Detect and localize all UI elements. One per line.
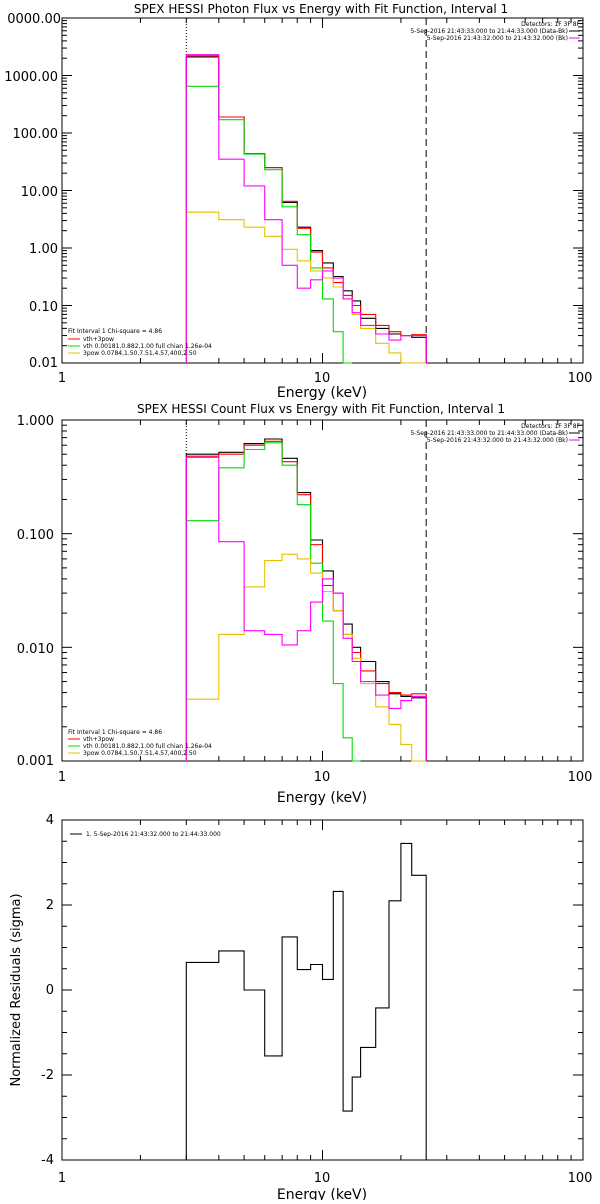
resid-legend-text: 1. 5-Sep-2016 21:43:32.000 to 21:44:33.0…	[86, 831, 221, 838]
count-ytick-1: 0.100	[17, 528, 54, 543]
count-series-background	[185, 456, 427, 761]
residuals-ticks	[61, 819, 584, 1161]
count-legend-pow: 3pow 0.0784,1.50,7.51,4.57,400,2.50	[83, 750, 197, 757]
count-flux-ticks	[61, 419, 584, 762]
count-series-total_fit	[185, 440, 427, 761]
photon-xtick-10: 10	[314, 371, 331, 386]
count-flux-title: SPEX HESSI Count Flux vs Energy with Fit…	[137, 402, 505, 416]
residuals-series	[185, 842, 427, 1160]
resid-ytick-m2: -2	[41, 1068, 54, 1083]
count-ytick-3: 0.001	[17, 754, 54, 769]
count-legend-fit: Fit Interval 1 Chi-square = 4.86	[68, 729, 162, 736]
photon-legend-pow: 3pow 0.0784,1.50,7.51,4.57,400,2.50	[83, 350, 197, 357]
photon-flux-ticks	[61, 17, 584, 364]
count-legend-detectors: Detectors: 1F 3F 8F	[521, 423, 580, 430]
photon-series-pow	[185, 211, 427, 364]
count-ytick-2: 0.010	[17, 642, 54, 657]
resid-ytick-m4: -4	[41, 1153, 54, 1168]
photon-series-background	[185, 54, 427, 363]
resid-xlabel: Energy (keV)	[277, 1187, 367, 1200]
photon-ytick-1: 1000.00	[4, 70, 58, 85]
photon-flux-frame	[61, 17, 584, 364]
resid-xtick-100: 100	[568, 1171, 593, 1186]
photon-legend-detectors: Detectors: 1F 3F 8F	[521, 21, 580, 28]
photon-flux-series	[185, 54, 427, 364]
photon-xtick-100: 100	[568, 371, 593, 386]
resid-ytick-2: 2	[46, 898, 54, 913]
residuals-frame	[61, 819, 584, 1161]
count-flux-panel: SPEX HESSI Count Flux vs Energy with Fit…	[17, 402, 593, 806]
photon-xlabel: Energy (keV)	[277, 385, 367, 401]
photon-flux-panel: SPEX HESSI Photon Flux vs Energy with Fi…	[4, 2, 592, 401]
count-xtick-10: 10	[314, 770, 331, 785]
photon-ytick-3: 10.00	[21, 185, 58, 200]
photon-legend-vth: vth 0.00181,0.882,1.00 full chian 1.26e-…	[83, 343, 212, 350]
count-legend-vth: vth 0.00181,0.882,1.00 full chian 1.26e-…	[83, 743, 212, 750]
residuals-panel: 4 2 0 -2 -4 1 10 100 Energy (keV) Normal…	[9, 813, 593, 1203]
count-ytick-0: 1.000	[17, 414, 54, 429]
photon-series-data	[185, 56, 427, 363]
count-series-pow	[185, 553, 427, 762]
photon-ytick-0: 0000.00	[7, 12, 61, 27]
resid-ytick-0: 0	[46, 983, 54, 998]
count-series-vth	[185, 442, 361, 762]
photon-legend-data: 5-Sep-2016 21:43:33.000 to 21:44:33.000 …	[410, 28, 568, 35]
resid-ytick-4: 4	[46, 813, 54, 828]
photon-ytick-6: 0.01	[29, 356, 58, 371]
photon-ytick-4: 1.00	[29, 242, 58, 257]
photon-series-vth	[185, 85, 353, 364]
photon-series-total_fit	[185, 55, 427, 363]
count-xtick-1: 1	[58, 770, 66, 785]
count-flux-series	[185, 438, 427, 762]
photon-legend-total: vth+3pow	[83, 336, 114, 343]
count-flux-vlines	[185, 420, 427, 761]
resid-ylabel: Normalized Residuals (sigma)	[9, 893, 24, 1086]
count-legend-data: 5-Sep-2016 21:43:33.000 to 21:44:33.000 …	[410, 430, 568, 437]
count-legend-total: vth+3pow	[83, 736, 114, 743]
photon-ytick-5: 0.10	[29, 300, 58, 315]
photon-flux-vlines	[185, 18, 427, 363]
photon-legend-fit: Fit Interval 1 Chi-square = 4.86	[68, 328, 162, 335]
photon-ytick-2: 100.00	[13, 127, 59, 142]
resid-series-data	[185, 842, 427, 1160]
count-legend-bk: 5-Sep-2016 21:43:32.000 to 21:43:32.000 …	[427, 437, 568, 444]
photon-xtick-1: 1	[58, 371, 66, 386]
count-xlabel: Energy (keV)	[277, 790, 367, 806]
photon-legend-bk: 5-Sep-2016 21:43:32.000 to 21:43:32.000 …	[427, 35, 568, 42]
count-series-data	[185, 438, 427, 761]
resid-xtick-1: 1	[58, 1171, 66, 1186]
photon-flux-title: SPEX HESSI Photon Flux vs Energy with Fi…	[134, 2, 508, 16]
resid-xtick-10: 10	[314, 1171, 331, 1186]
count-xtick-100: 100	[568, 770, 593, 785]
